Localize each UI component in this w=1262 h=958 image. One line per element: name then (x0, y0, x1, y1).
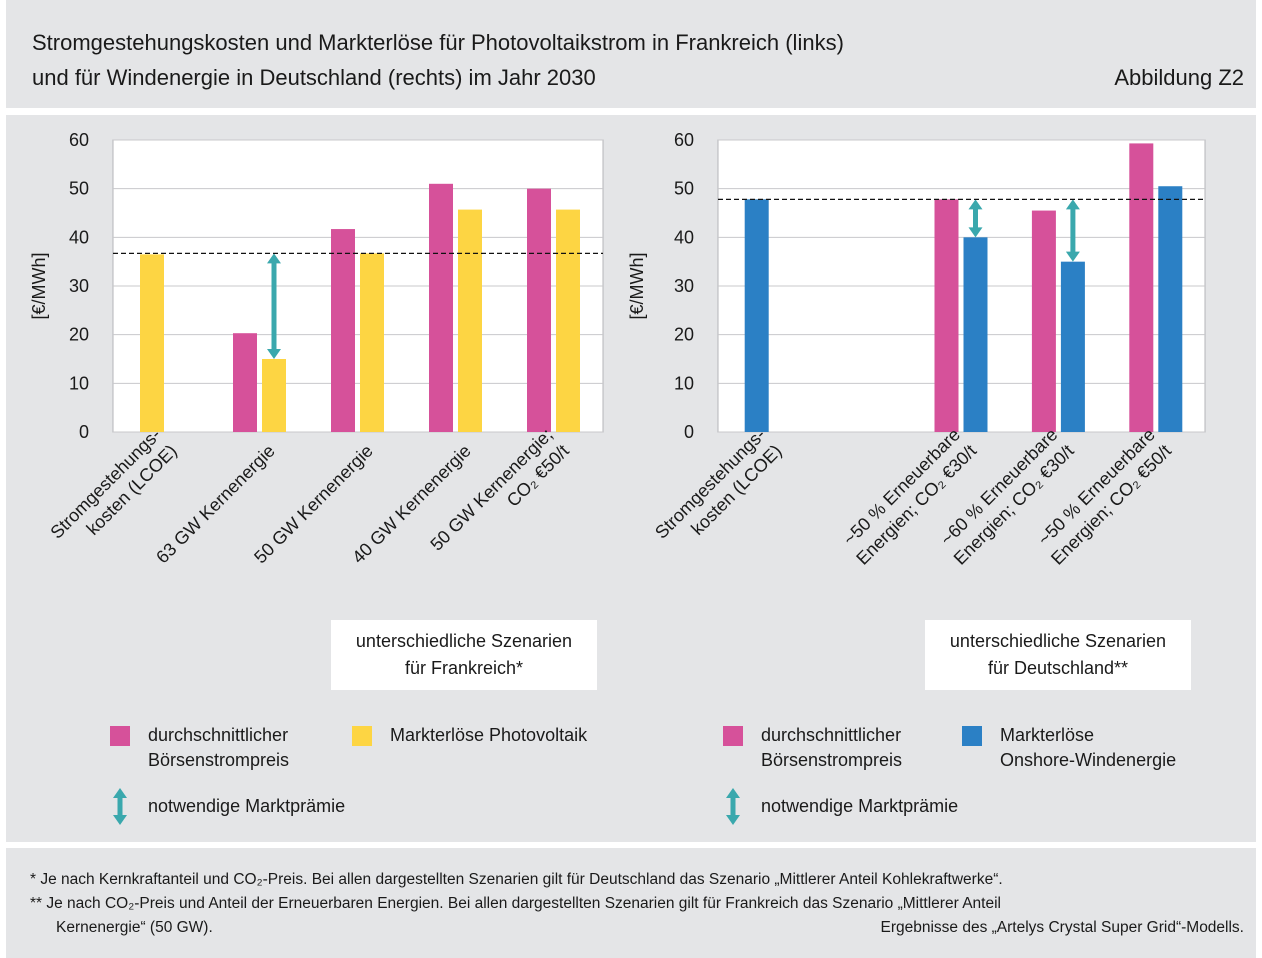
y-tick-label: 50 (674, 179, 694, 199)
premium-arrow (267, 253, 281, 359)
y-tick-label: 40 (674, 227, 694, 247)
bar (1129, 143, 1154, 432)
bar (360, 253, 384, 432)
source: Ergebnisse des „Artelys Crystal Super Gr… (880, 919, 1244, 936)
y-axis-label: [€/MWh] (29, 252, 49, 319)
y-tick-label: 30 (674, 276, 694, 296)
y-tick-label: 10 (674, 373, 694, 393)
y-axis-label: [€/MWh] (627, 252, 647, 319)
bar (527, 188, 551, 432)
bar (233, 333, 257, 432)
x-tick-label: Stromgestehungs-kosten (LCOE) (46, 424, 180, 558)
legend-swatch (352, 726, 372, 746)
bar (744, 199, 769, 432)
bar (556, 209, 580, 432)
y-tick-label: 20 (69, 325, 89, 345)
bar (331, 229, 355, 432)
header (6, 0, 1256, 108)
y-tick-label: 20 (674, 325, 694, 345)
title: Stromgestehungskosten und Markterlöse fü… (32, 30, 844, 55)
bar (458, 209, 482, 432)
y-tick-label: 60 (674, 130, 694, 150)
premium-arrow (1065, 199, 1080, 262)
y-tick-label: 30 (69, 276, 89, 296)
bar (140, 254, 164, 432)
title: und für Windenergie in Deutschland (rech… (32, 65, 596, 90)
y-tick-label: 0 (79, 422, 89, 442)
y-tick-label: 60 (69, 130, 89, 150)
premium-arrow (968, 199, 983, 238)
bar (963, 237, 988, 432)
bar (262, 359, 286, 432)
bar (1060, 261, 1085, 432)
legend-label: Markterlöse Photovoltaik (390, 725, 588, 745)
legend-arrow (726, 788, 740, 825)
legend-label: Markterlöse Onshore-Windenergie (1000, 725, 1177, 770)
scenario-note: unterschiedliche Szenarien für Frankreic… (331, 620, 597, 690)
figure-label: Abbildung Z2 (1114, 65, 1244, 90)
legend-swatch (110, 726, 130, 746)
y-tick-label: 40 (69, 227, 89, 247)
footer (6, 848, 1256, 958)
bar (429, 183, 453, 432)
x-tick-label: Stromgestehungs-kosten (LCOE) (651, 424, 785, 558)
scenario-note: unterschiedliche Szenarien für Deutschla… (925, 620, 1191, 690)
y-tick-label: 0 (684, 422, 694, 442)
legend-label: durchschnittlicher Börsenstrompreis (761, 725, 903, 770)
legend-swatch (962, 726, 982, 746)
legend-label: notwendige Marktprämie (761, 796, 959, 816)
legend-arrow (113, 788, 127, 825)
y-tick-label: 10 (69, 373, 89, 393)
y-tick-label: 50 (69, 179, 89, 199)
bar (1031, 210, 1056, 432)
footnote: ** Je nach CO₂-Preis und Anteil der Erne… (30, 895, 1001, 936)
legend-label: notwendige Marktprämie (148, 796, 346, 816)
legend-label: durchschnittlicher Börsenstrompreis (148, 725, 290, 770)
footnote: * Je nach Kernkraftanteil und CO₂-Preis.… (30, 871, 1003, 888)
bar (934, 199, 959, 432)
legend-swatch (723, 726, 743, 746)
bar (1158, 186, 1183, 432)
x-tick-label: 50 GW Kernenergie;CO₂ €50/t (426, 424, 572, 570)
